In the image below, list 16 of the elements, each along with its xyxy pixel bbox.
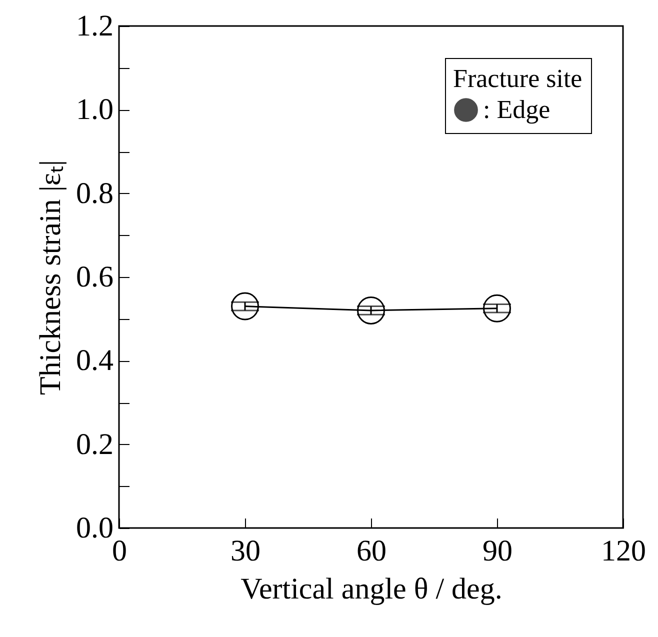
x-tick-label: 30 (230, 534, 260, 568)
y-tick-label: 0.4 (76, 344, 114, 378)
y-tick-label: 0.2 (76, 428, 114, 461)
legend-title: Fracture site (453, 64, 582, 93)
legend-label: : Edge (483, 95, 550, 124)
x-tick-label: 0 (112, 534, 127, 568)
y-axis-title: Thickness strain |εₜ| (34, 160, 67, 395)
y-tick-label: 0.8 (76, 176, 114, 210)
x-tick-label: 90 (482, 534, 512, 568)
x-axis-title: Vertical angle θ / deg. (240, 572, 502, 606)
y-tick-label: 0.6 (76, 260, 114, 294)
x-tick-label: 60 (356, 534, 386, 568)
y-tick-label: 1.2 (76, 10, 114, 42)
x-tick-label: 120 (601, 534, 646, 568)
y-tick-label: 1.0 (76, 93, 114, 126)
y-tick-label: 0.0 (76, 512, 114, 544)
